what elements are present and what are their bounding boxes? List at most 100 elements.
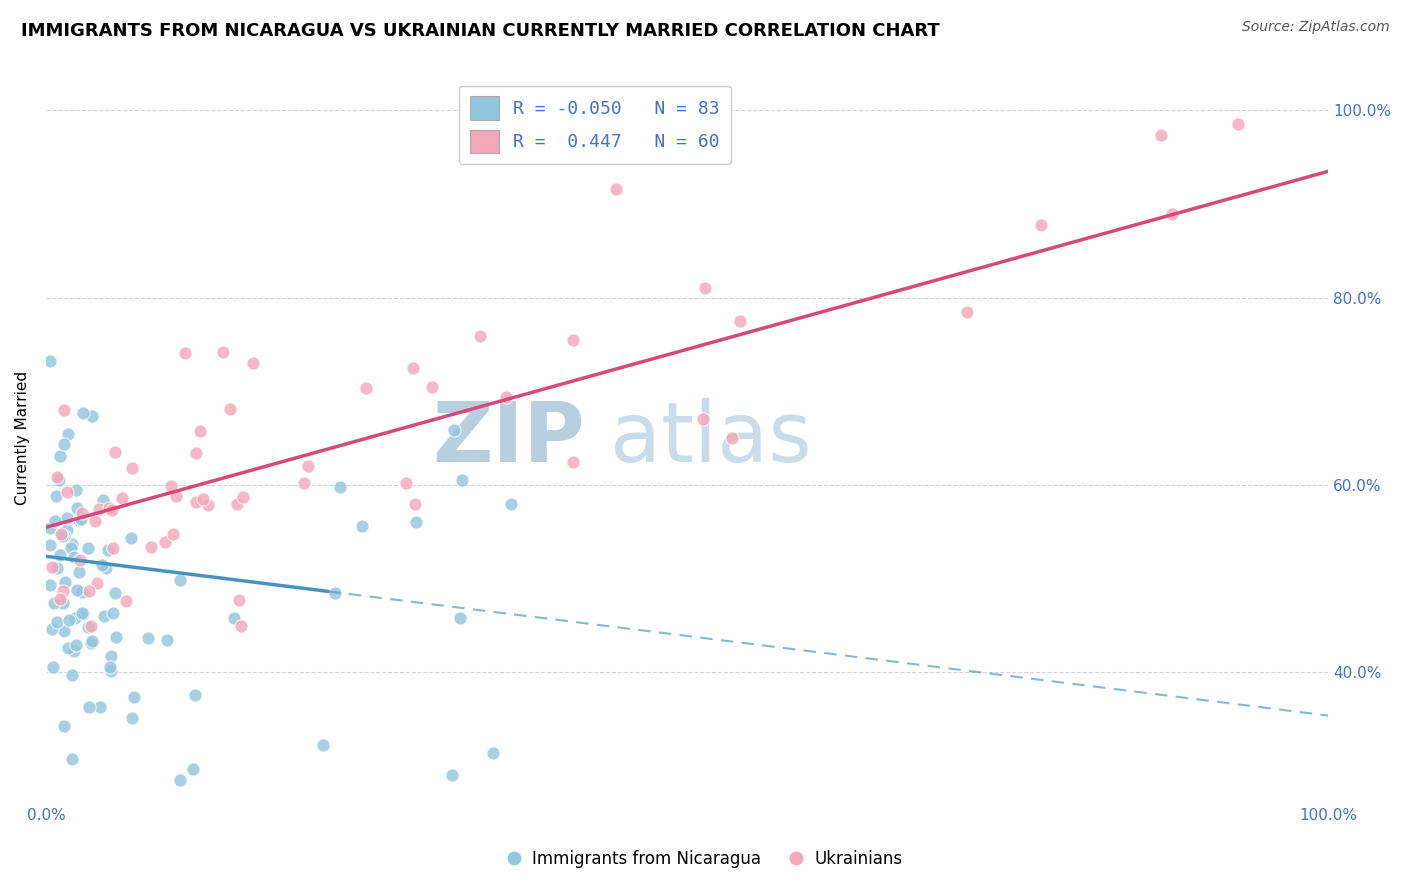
Point <box>79 618 101 632</box>
Point <box>354 381 377 395</box>
Point <box>70 506 93 520</box>
Point <box>70 512 93 526</box>
Point <box>51 529 73 543</box>
Point <box>79 584 101 599</box>
Point <box>501 497 523 511</box>
Point <box>38 538 60 552</box>
Point <box>242 356 264 370</box>
Point <box>38 521 60 535</box>
Point <box>495 390 517 404</box>
Point <box>225 497 247 511</box>
Point <box>121 711 143 725</box>
Point <box>60 536 83 550</box>
Point <box>77 541 100 556</box>
Point <box>481 746 503 760</box>
Point <box>69 553 91 567</box>
Point <box>162 527 184 541</box>
Point <box>159 478 181 492</box>
Point <box>72 585 94 599</box>
Point <box>450 473 472 487</box>
Point <box>184 495 207 509</box>
Point <box>72 406 94 420</box>
Point <box>93 609 115 624</box>
Point <box>76 620 98 634</box>
Point <box>222 611 245 625</box>
Point <box>1160 207 1182 221</box>
Point <box>63 611 86 625</box>
Point <box>721 431 744 445</box>
Point <box>93 493 115 508</box>
Point <box>561 333 583 347</box>
Point <box>405 516 427 530</box>
Point <box>174 345 197 359</box>
Point <box>82 409 104 424</box>
Point <box>42 596 65 610</box>
Point <box>48 473 70 487</box>
Point <box>120 531 142 545</box>
Point <box>402 360 425 375</box>
Point <box>66 583 89 598</box>
Point <box>52 584 75 599</box>
Legend: R = -0.050   N = 83, R =  0.447   N = 60: R = -0.050 N = 83, R = 0.447 N = 60 <box>458 86 731 163</box>
Point <box>156 633 179 648</box>
Point <box>184 688 207 702</box>
Point <box>97 501 120 516</box>
Point <box>65 638 87 652</box>
Point <box>228 592 250 607</box>
Point <box>56 510 79 524</box>
Point <box>100 503 122 517</box>
Point <box>70 606 93 620</box>
Point <box>692 412 714 426</box>
Point <box>728 314 751 328</box>
Point <box>443 423 465 437</box>
Point <box>329 480 352 494</box>
Point <box>312 738 335 752</box>
Point <box>53 529 76 543</box>
Point <box>58 613 80 627</box>
Point <box>56 641 79 656</box>
Point <box>72 607 94 622</box>
Point <box>59 541 82 555</box>
Point <box>104 586 127 600</box>
Point <box>449 610 471 624</box>
Point <box>38 354 60 368</box>
Point <box>58 426 80 441</box>
Point <box>60 752 83 766</box>
Point <box>441 768 464 782</box>
Point <box>188 424 211 438</box>
Point <box>69 513 91 527</box>
Text: atlas: atlas <box>610 398 811 479</box>
Point <box>98 660 121 674</box>
Point <box>292 475 315 490</box>
Point <box>84 514 107 528</box>
Point <box>80 636 103 650</box>
Point <box>45 489 67 503</box>
Point <box>693 281 716 295</box>
Point <box>55 484 77 499</box>
Text: ZIP: ZIP <box>432 398 585 479</box>
Point <box>197 498 219 512</box>
Point <box>219 401 242 416</box>
Point <box>232 490 254 504</box>
Point <box>46 470 69 484</box>
Point <box>297 458 319 473</box>
Point <box>605 182 627 196</box>
Point <box>44 514 66 528</box>
Point <box>104 445 127 459</box>
Point <box>49 548 72 562</box>
Point <box>86 576 108 591</box>
Point <box>80 634 103 648</box>
Point <box>52 403 75 417</box>
Point <box>49 591 72 606</box>
Point <box>155 534 177 549</box>
Point <box>1031 218 1053 232</box>
Text: Source: ZipAtlas.com: Source: ZipAtlas.com <box>1241 20 1389 34</box>
Point <box>49 527 72 541</box>
Point <box>395 475 418 490</box>
Point <box>422 380 444 394</box>
Point <box>103 606 125 620</box>
Point <box>67 565 90 579</box>
Point <box>46 561 69 575</box>
Point <box>38 578 60 592</box>
Point <box>470 329 492 343</box>
